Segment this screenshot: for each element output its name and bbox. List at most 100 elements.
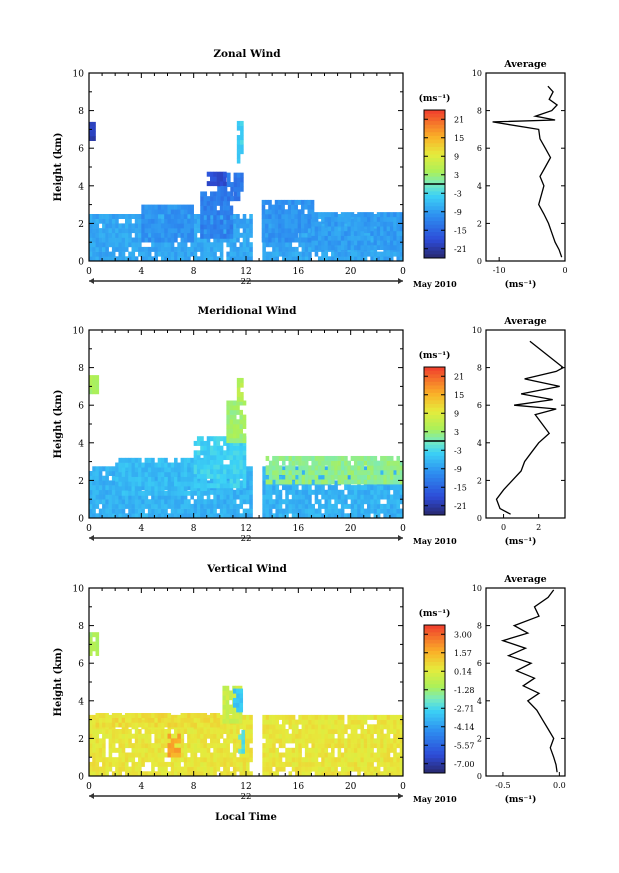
colorbar-swatch: [424, 699, 445, 704]
heatmap-cell: [190, 481, 194, 487]
heatmap-cell: [236, 761, 240, 767]
heatmap-cell: [324, 714, 329, 720]
heatmap-cell: [291, 251, 296, 257]
heatmap-cell: [239, 450, 244, 456]
heatmap-cell: [92, 246, 96, 252]
y-tick-label: 4: [78, 182, 84, 192]
heatmap-cell: [376, 714, 381, 720]
heatmap-cell: [301, 494, 306, 500]
heatmap-cell: [141, 232, 145, 238]
heatmap-cell: [160, 476, 165, 482]
heatmap-cell: [177, 204, 181, 210]
heatmap-cell: [164, 457, 168, 463]
heatmap-cell: [210, 713, 214, 719]
heatmap-cell: [347, 724, 351, 730]
heatmap-cell: [220, 191, 225, 197]
heatmap-cell: [337, 455, 342, 461]
heatmap-cell: [275, 508, 280, 514]
heatmap-cell: [102, 717, 106, 723]
heatmap-cell: [360, 743, 365, 749]
colorbar-swatch: [424, 717, 445, 722]
heatmap-cell: [190, 733, 194, 739]
heatmap-cell: [196, 473, 201, 479]
heatmap-cell: [232, 414, 237, 420]
heatmap-cell: [121, 242, 126, 248]
heatmap-cell: [95, 761, 100, 767]
heatmap-cell: [187, 747, 191, 753]
heatmap-cell: [304, 218, 308, 224]
heatmap-cell: [275, 237, 280, 243]
heatmap-cell: [141, 771, 145, 777]
heatmap-cell: [347, 761, 351, 767]
heatmap-cell: [157, 508, 162, 514]
heatmap-cell: [396, 212, 401, 218]
heatmap-cell: [229, 400, 234, 406]
heatmap-cell: [190, 251, 194, 257]
heatmap-cell: [376, 766, 381, 772]
heatmap-cell: [111, 722, 116, 728]
heatmap-cell: [393, 471, 397, 476]
heatmap-cell: [89, 246, 93, 252]
heatmap-cell: [275, 724, 280, 730]
heatmap-cell: [367, 761, 371, 767]
heatmap-cell: [128, 722, 132, 728]
heatmap-cell: [353, 460, 358, 466]
heatmap-cell: [363, 256, 368, 262]
heatmap-cell: [206, 459, 211, 465]
heatmap-cell: [95, 466, 100, 472]
heatmap-cell: [367, 743, 371, 749]
heatmap-cell: [350, 470, 355, 476]
heatmap-cell: [331, 724, 335, 730]
heatmap-cell: [124, 494, 129, 500]
heatmap-cell: [157, 232, 162, 238]
heatmap-cell: [151, 246, 155, 252]
heatmap-cell: [370, 508, 374, 514]
heatmap-cell: [291, 480, 296, 486]
heatmap-cell: [128, 757, 132, 763]
heatmap-cell: [216, 489, 221, 495]
heatmap-cell: [111, 223, 116, 229]
heatmap-cell: [327, 771, 332, 777]
heatmap-cell: [164, 513, 168, 519]
average-y-tick-label: 2: [477, 734, 482, 743]
heatmap-cell: [223, 233, 227, 239]
x-tick-label: 12: [240, 524, 251, 534]
heatmap-cell: [200, 445, 204, 451]
heatmap-cell: [111, 228, 116, 234]
heatmap-cell: [236, 196, 241, 202]
colorbar-swatch: [424, 658, 445, 663]
heatmap-cell: [170, 467, 175, 473]
colorbar-swatch: [424, 246, 445, 251]
heatmap-cell: [160, 232, 165, 238]
heatmap-cell: [183, 214, 188, 219]
heatmap-cell: [393, 771, 397, 777]
heatmap-cell: [380, 471, 384, 476]
heatmap-cell: [219, 200, 224, 206]
heatmap-cell: [301, 757, 306, 763]
heatmap-cell: [160, 204, 165, 210]
heatmap-cell: [203, 228, 208, 234]
heatmap-cell: [242, 256, 247, 262]
heatmap-cell: [180, 223, 185, 229]
heatmap-cell: [331, 729, 335, 734]
heatmap-cell: [219, 499, 224, 505]
heatmap-cell: [350, 719, 355, 725]
heatmap-cell: [154, 752, 158, 758]
heatmap-cell: [321, 455, 325, 461]
heatmap-cell: [111, 471, 116, 476]
heatmap-cell: [240, 172, 244, 178]
heatmap-cell: [321, 729, 325, 734]
heatmap-cell: [118, 223, 123, 229]
heatmap-cell: [108, 242, 113, 248]
heatmap-cell: [226, 733, 230, 739]
heatmap-cell: [327, 761, 332, 767]
heatmap-cell: [210, 743, 214, 749]
heatmap-cell: [236, 172, 241, 178]
heatmap-cell: [89, 752, 93, 758]
heatmap-cell: [183, 232, 188, 238]
heatmap-cell: [337, 235, 342, 241]
colorbar-swatch: [424, 662, 445, 667]
heatmap-cell: [344, 235, 348, 241]
heatmap-cell: [367, 499, 371, 505]
heatmap-cell: [222, 699, 227, 705]
